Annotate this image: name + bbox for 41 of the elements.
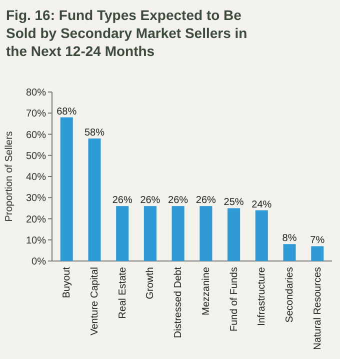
bar: [200, 206, 212, 261]
data-label: 25%: [224, 197, 244, 208]
data-label: 8%: [282, 233, 297, 244]
bar: [116, 206, 129, 261]
data-label: 26%: [112, 195, 132, 206]
data-label: 26%: [140, 195, 160, 206]
y-tick-label: 30%: [26, 193, 46, 204]
data-label: 58%: [84, 127, 105, 138]
data-label: 68%: [56, 106, 77, 118]
data-label: 24%: [252, 199, 272, 210]
bar: [255, 210, 268, 261]
y-tick-label: 60%: [26, 130, 46, 141]
data-label: 26%: [168, 195, 188, 206]
bar: [88, 138, 101, 261]
bar: [283, 244, 296, 261]
x-tick-label: Growth: [145, 267, 156, 300]
y-tick-label: 40%: [26, 172, 46, 183]
y-tick-label: 80%: [26, 88, 46, 98]
x-tick-label: Distressed Debt: [173, 266, 184, 338]
y-tick-label: 10%: [26, 235, 46, 246]
y-tick-label: 70%: [26, 108, 46, 120]
bar: [144, 206, 156, 261]
x-tick-label: Secondaries: [284, 267, 296, 323]
x-tick-label: Real Estate: [117, 266, 128, 319]
chart-title: Fig. 16: Fund Types Expected to Be Sold by Secondary Market Sellers in the Next 12-24 Months: [6, 7, 248, 59]
x-tick-label: Mezzanine: [200, 266, 212, 316]
x-tick-label: Natural Resources: [312, 267, 324, 350]
x-tick-label: Buyout: [62, 266, 73, 298]
bar: [172, 206, 184, 261]
y-tick-label: 50%: [26, 150, 46, 162]
bar: [228, 208, 240, 261]
bar: [311, 246, 324, 261]
data-label: 26%: [196, 195, 216, 206]
y-axis-title: Proportion of Sellers: [4, 131, 15, 222]
data-label: 7%: [310, 235, 325, 246]
x-tick-label: Fund of Funds: [228, 267, 240, 332]
y-tick-label: 0%: [32, 256, 46, 268]
bar: [60, 117, 73, 261]
x-tick-label: Infrastructure: [256, 266, 268, 326]
y-tick-label: 20%: [26, 214, 46, 226]
x-tick-label: Venture Capital: [89, 267, 100, 336]
